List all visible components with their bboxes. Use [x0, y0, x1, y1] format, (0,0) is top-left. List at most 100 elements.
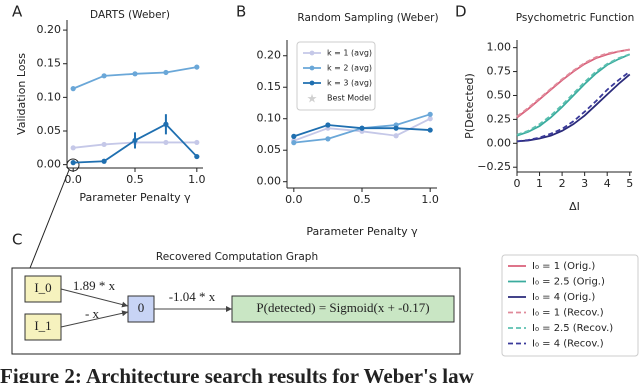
point: [70, 145, 76, 151]
x-tick-label: 2: [559, 177, 566, 190]
point: [427, 127, 433, 133]
point: [101, 141, 107, 148]
node-label: I_1: [34, 318, 51, 333]
point: [101, 158, 107, 164]
edge: [60, 310, 129, 328]
point: [101, 73, 107, 79]
legend-label: Best Model: [327, 94, 371, 103]
point: [427, 116, 433, 122]
y-tick-label: 0.05: [257, 143, 282, 156]
point: [132, 137, 138, 144]
legend-frame: [501, 254, 639, 357]
node-label: P(detected) = Sigmoid(x + -0.17): [256, 300, 429, 315]
y-tick-label: 0.20: [257, 49, 282, 62]
point: [291, 140, 297, 146]
legend-marker: [309, 65, 315, 71]
panel-label: C: [12, 231, 22, 249]
x-axis-label: ΔI: [569, 200, 580, 213]
x-tick-label: 5: [626, 177, 633, 190]
point: [291, 133, 297, 139]
point: [393, 125, 399, 131]
point: [325, 122, 331, 128]
chart-title: Random Sampling (Weber): [297, 12, 438, 24]
graph-frame: [11, 267, 461, 355]
legend-marker: [309, 50, 315, 56]
node: [24, 313, 62, 341]
chart-title: DARTS (Weber): [90, 9, 170, 21]
legend-star: ★: [307, 92, 318, 106]
series-line: [72, 66, 197, 90]
point: [427, 111, 433, 117]
x-tick-label: 1.0: [421, 193, 439, 206]
y-tick-label: 0.25: [487, 112, 512, 125]
y-tick-label: 0.10: [37, 90, 62, 103]
legend-frame: [296, 41, 376, 111]
point: [194, 153, 200, 160]
y-tick-label: 0.75: [487, 65, 512, 78]
y-tick-label: −0.25: [477, 160, 511, 173]
y-tick-label: 0.20: [37, 23, 62, 36]
legend-label: k = 1 (avg): [327, 49, 372, 58]
point: [163, 121, 169, 127]
x-tick-label: 3: [581, 177, 588, 190]
x-tick-label: 1: [536, 177, 543, 190]
series-line: [516, 53, 631, 136]
chart-title: Psychometric Function: [516, 12, 635, 24]
legend-label: I₀ = 4 (Orig.): [532, 292, 595, 303]
graph-title: Recovered Computation Graph: [156, 251, 318, 263]
y-tick-label: 0.00: [37, 158, 62, 171]
series-line: [516, 53, 631, 137]
point: [132, 71, 138, 77]
series-line: [516, 48, 630, 118]
y-tick-label: 0.00: [257, 175, 282, 188]
edge-label: 1.89 * x: [73, 278, 116, 293]
point: [70, 86, 76, 92]
x-axis-label: Parameter Penalty γ: [306, 225, 418, 238]
panel-label: A: [12, 3, 23, 21]
y-tick-label: 0.10: [257, 112, 282, 125]
legend-label: I₀ = 1 (Recov.): [532, 308, 604, 319]
edge-label: -1.04 * x: [169, 289, 216, 304]
point: [393, 133, 399, 139]
x-tick-label: 0.0: [285, 193, 303, 206]
y-tick-label: 0.05: [37, 124, 62, 137]
node-label: 0: [138, 300, 145, 315]
point: [194, 139, 200, 146]
legend-label: k = 2 (avg): [327, 64, 372, 73]
point: [325, 136, 331, 142]
x-tick-label: 0: [514, 177, 521, 190]
node: [24, 275, 62, 303]
series-line: [516, 70, 631, 143]
y-tick-label: 0.50: [487, 88, 512, 101]
series-line: [516, 48, 630, 119]
x-axis-label: Parameter Penalty γ: [79, 191, 191, 204]
y-tick-label: 0.00: [487, 136, 512, 149]
x-tick-label: 0.0: [64, 173, 82, 186]
legend-marker: [309, 80, 315, 86]
legend-label: I₀ = 2.5 (Recov.): [532, 323, 613, 334]
point: [163, 69, 169, 76]
point: [194, 64, 200, 70]
y-tick-label: 1.00: [487, 41, 512, 54]
x-tick-label: 0.5: [126, 173, 144, 186]
node: [127, 295, 155, 323]
y-tick-label: 0.15: [37, 57, 62, 70]
edge: [60, 288, 129, 308]
legend-label: I₀ = 2.5 (Orig.): [532, 277, 605, 288]
edge-label: - x: [85, 306, 100, 321]
y-axis-label: P(Detected): [463, 73, 476, 139]
y-tick-label: 0.15: [257, 80, 282, 93]
legend-label: I₀ = 1 (Orig.): [532, 261, 595, 272]
connector: [29, 169, 70, 269]
node: [231, 295, 455, 323]
panel-label: B: [236, 3, 246, 21]
legend-label: k = 3 (avg): [327, 79, 372, 88]
point: [163, 139, 169, 146]
point: [359, 125, 365, 131]
x-tick-label: 0.5: [353, 193, 371, 206]
x-tick-label: 1.0: [188, 173, 206, 186]
node-label: I_0: [34, 280, 51, 295]
caption: Figure 2: Architecture search results fo…: [0, 364, 475, 383]
panel-label: D: [455, 3, 467, 21]
